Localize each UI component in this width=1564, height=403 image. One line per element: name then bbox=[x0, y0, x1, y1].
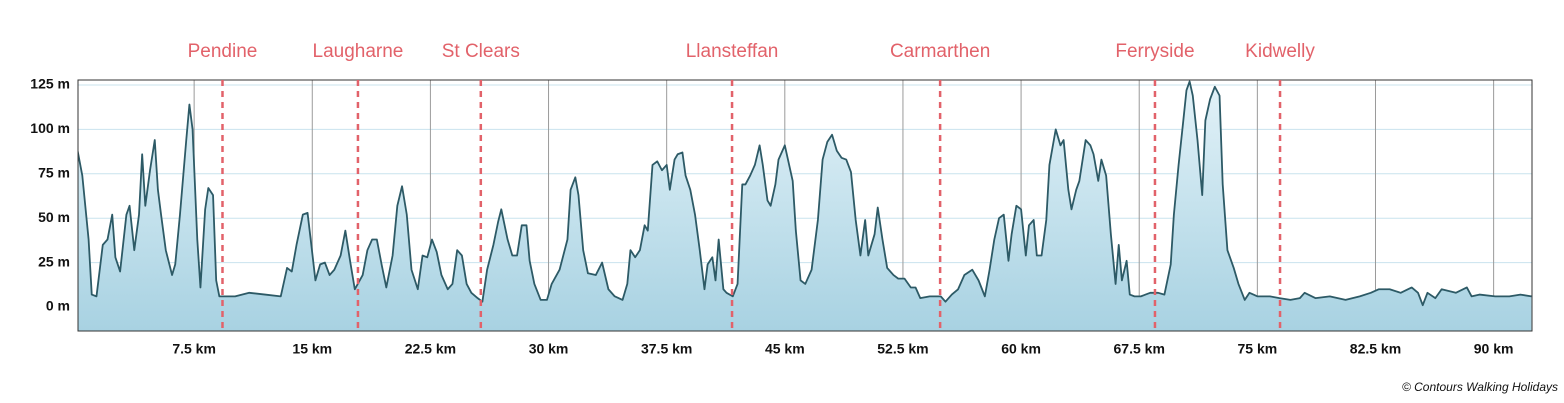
y-tick-label: 25 m bbox=[38, 253, 70, 269]
credit: © Contours Walking Holidays bbox=[1402, 380, 1558, 394]
x-tick-label: 67.5 km bbox=[1114, 341, 1165, 357]
y-tick-label: 75 m bbox=[38, 164, 70, 180]
town-label: Pendine bbox=[188, 41, 258, 62]
x-tick-label: 82.5 km bbox=[1350, 341, 1401, 357]
x-tick-label: 15 km bbox=[292, 341, 332, 357]
y-tick-label: 0 m bbox=[46, 298, 70, 314]
x-tick-label: 7.5 km bbox=[172, 341, 216, 357]
town-label: Kidwelly bbox=[1245, 41, 1315, 62]
y-tick-label: 100 m bbox=[30, 120, 70, 136]
town-label: Llansteffan bbox=[686, 41, 779, 62]
x-tick-label: 30 km bbox=[529, 341, 569, 357]
plot-frame bbox=[77, 79, 1533, 332]
labels: 0 m 25 m 50 m 75 m 100 m 125 m 7.5 km 15 km 22.5… bbox=[30, 41, 1513, 357]
town-label: St Clears bbox=[442, 41, 520, 62]
x-tick-label: 45 km bbox=[765, 341, 805, 357]
x-tick-label: 60 km bbox=[1001, 341, 1041, 357]
x-tick-label: 75 km bbox=[1237, 341, 1277, 357]
y-tick-label: 125 m bbox=[30, 76, 70, 92]
x-tick-label: 90 km bbox=[1474, 341, 1514, 357]
area-fill bbox=[78, 81, 1532, 331]
x-tick-label: 22.5 km bbox=[405, 341, 456, 357]
town-label: Laugharne bbox=[313, 41, 404, 62]
area-group bbox=[78, 80, 1532, 331]
x-tick-label: 37.5 km bbox=[641, 341, 692, 357]
town-label: Carmarthen bbox=[890, 41, 990, 62]
y-tick-label: 50 m bbox=[38, 209, 70, 225]
x-tick-label: 52.5 km bbox=[877, 341, 928, 357]
elevation-line bbox=[78, 80, 1532, 307]
town-label: Ferryside bbox=[1115, 41, 1194, 62]
